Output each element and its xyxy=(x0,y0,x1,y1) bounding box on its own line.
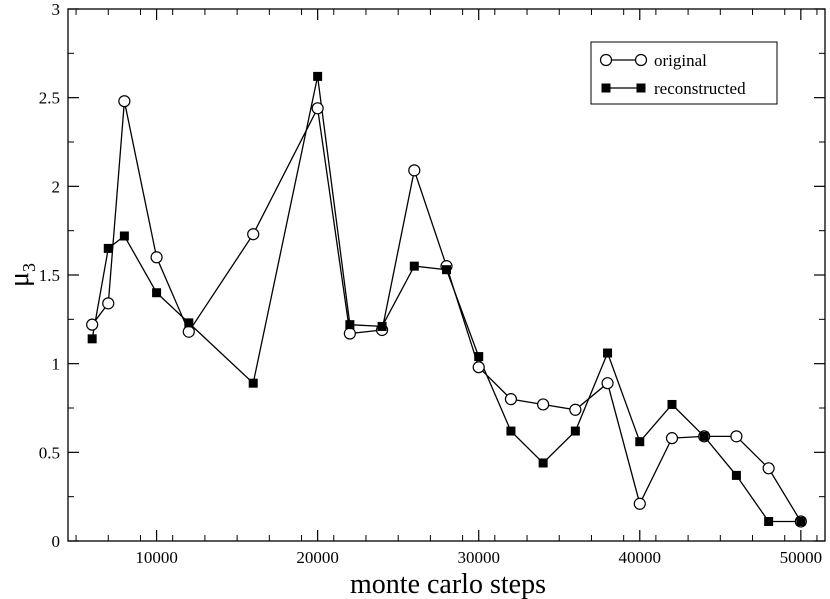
x-tick-label: 40000 xyxy=(619,548,662,567)
point-original xyxy=(730,430,743,443)
y-tick-label: 2.5 xyxy=(39,89,60,108)
y-tick-label: 0.5 xyxy=(39,443,60,462)
series-markers xyxy=(86,71,807,528)
point-reconstructed xyxy=(667,399,677,409)
legend: original reconstructed xyxy=(590,41,778,105)
x-tick-label: 20000 xyxy=(296,548,339,567)
x-tick-label: 30000 xyxy=(457,548,500,567)
point-original xyxy=(504,393,518,406)
legend-label-reconstructed: reconstructed xyxy=(654,79,746,98)
point-reconstructed xyxy=(570,426,580,436)
point-original xyxy=(311,102,324,115)
legend-marker-original-right xyxy=(634,53,648,67)
point-original xyxy=(247,228,260,241)
point-original xyxy=(569,403,582,416)
series-line-reconstructed xyxy=(91,76,801,523)
point-reconstructed xyxy=(474,352,484,362)
point-original xyxy=(665,432,679,445)
point-reconstructed xyxy=(248,378,258,388)
point-original xyxy=(150,251,163,264)
point-original xyxy=(633,497,646,510)
point-reconstructed xyxy=(152,288,162,298)
point-reconstructed xyxy=(506,426,516,436)
point-reconstructed xyxy=(538,458,548,468)
point-original xyxy=(118,95,131,108)
point-reconstructed xyxy=(603,348,613,358)
axis-ticks: 10000 20000 30000 40000 50000 0 0.5 1 1.5 2 2.5 3 xyxy=(39,0,825,567)
point-original xyxy=(762,462,775,475)
point-original xyxy=(601,377,614,390)
point-reconstructed xyxy=(103,243,113,253)
point-original xyxy=(102,297,115,310)
point-reconstructed xyxy=(313,71,323,81)
point-reconstructed xyxy=(796,516,806,526)
legend-box xyxy=(590,41,778,105)
point-reconstructed xyxy=(635,437,645,447)
y-tick-label: 0 xyxy=(52,532,61,551)
point-reconstructed xyxy=(119,231,129,241)
legend-marker-original-left xyxy=(599,53,613,67)
point-reconstructed xyxy=(409,261,419,271)
point-reconstructed xyxy=(699,431,709,441)
point-reconstructed xyxy=(731,470,741,480)
point-original xyxy=(86,318,99,331)
point-reconstructed xyxy=(764,516,774,526)
point-original xyxy=(408,164,421,177)
y-tick-label: 1.5 xyxy=(39,266,60,285)
y-axis-title: μ3 xyxy=(4,263,39,287)
point-reconstructed xyxy=(184,318,194,328)
legend-marker-reconstructed-right xyxy=(636,83,646,93)
x-axis-title: monte carlo steps xyxy=(350,569,546,599)
point-reconstructed xyxy=(377,321,387,331)
point-reconstructed xyxy=(442,265,451,275)
point-original xyxy=(472,361,485,374)
point-original xyxy=(537,398,550,411)
x-tick-label: 10000 xyxy=(135,548,178,567)
point-original xyxy=(343,327,356,340)
y-tick-label: 3 xyxy=(52,0,61,19)
series-line-original xyxy=(91,101,802,522)
legend-marker-reconstructed-left xyxy=(601,83,611,93)
legend-label-original: original xyxy=(654,51,707,70)
point-reconstructed xyxy=(87,334,97,344)
point-original xyxy=(182,325,195,338)
y-axis-title-subscript: 3 xyxy=(19,263,39,272)
series-lines xyxy=(91,76,802,523)
point-reconstructed xyxy=(345,320,355,330)
x-tick-label: 50000 xyxy=(780,548,823,567)
y-tick-label: 2 xyxy=(52,177,61,196)
y-axis-title-main: μ xyxy=(4,272,35,287)
y-tick-label: 1 xyxy=(52,355,61,374)
